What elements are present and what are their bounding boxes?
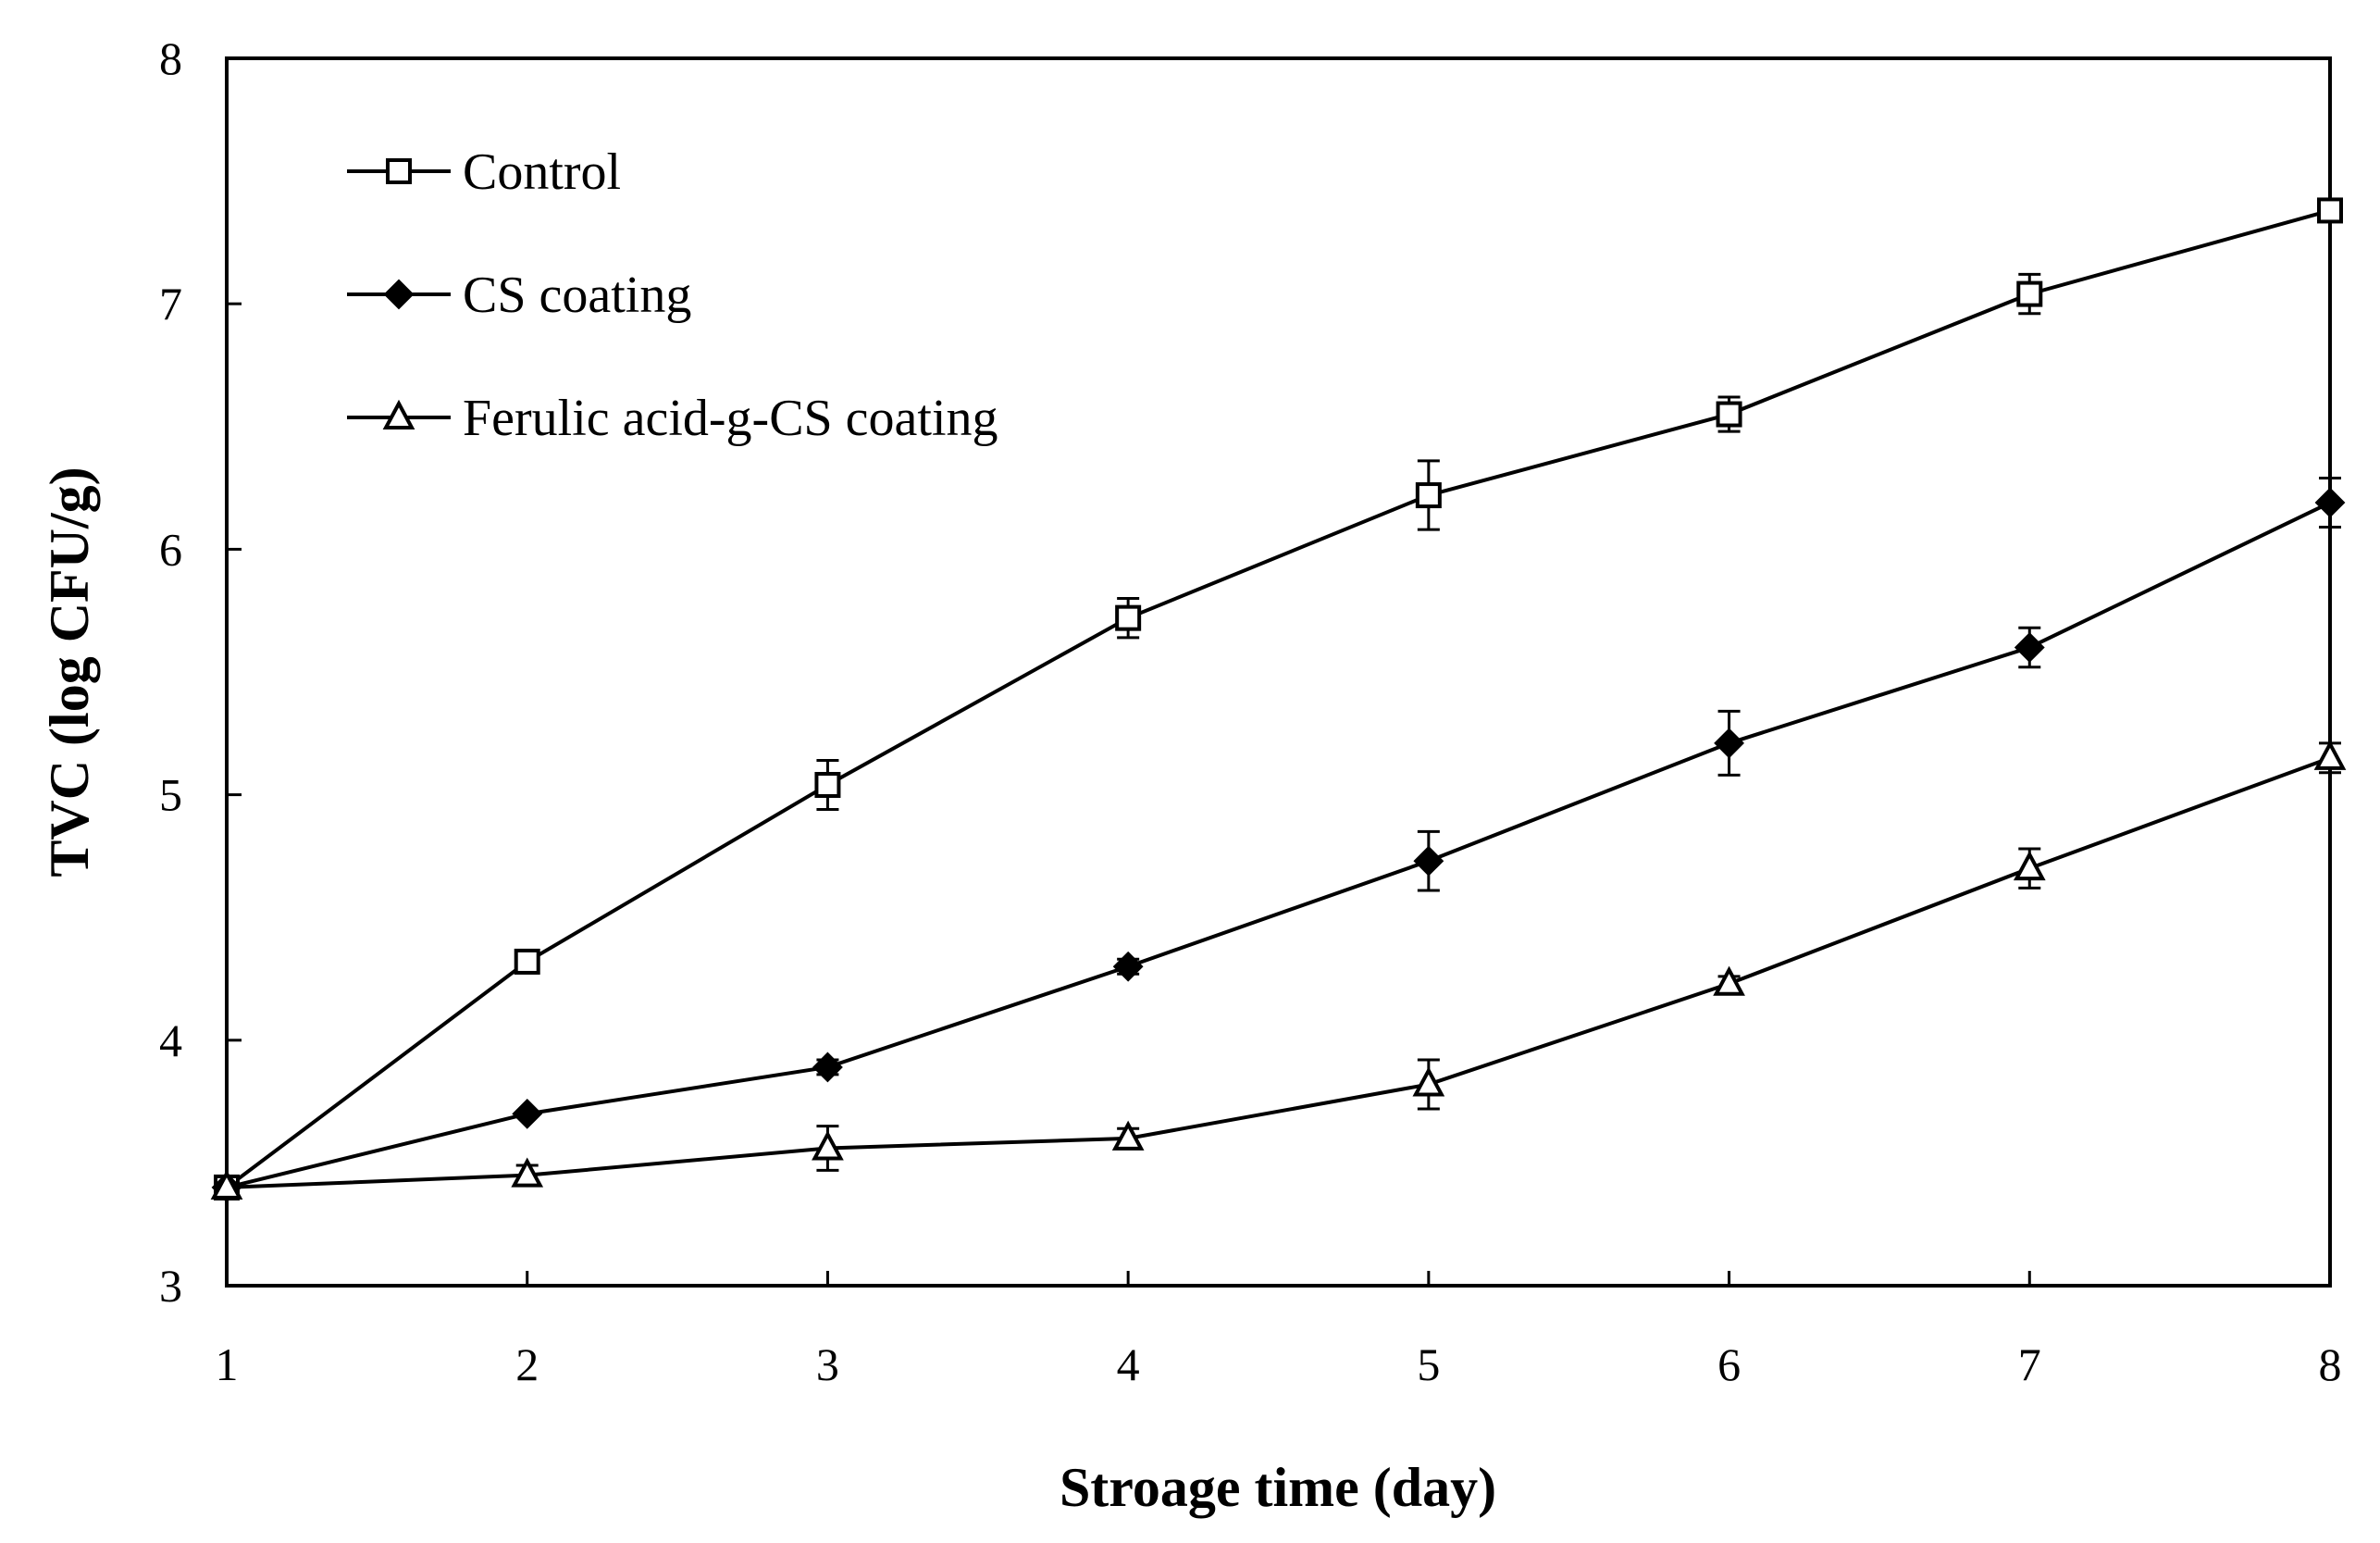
data-point [1111, 1120, 1145, 1151]
series-line [226, 501, 2331, 1189]
data-point [1412, 1066, 1445, 1097]
legend-marker [386, 158, 412, 184]
series-line [225, 208, 2331, 1189]
data-point [2013, 850, 2046, 881]
data-point [1115, 604, 1142, 631]
x-tick-label: 3 [816, 1338, 839, 1390]
legend-item: Ferulic acid-g-CS coating [347, 390, 998, 447]
series-cs-coating [211, 476, 2346, 1203]
data-point [2313, 740, 2347, 770]
data-point [1713, 965, 1745, 996]
legend: Control CS coating Ferulic acid-g-CS coati… [347, 143, 998, 447]
y-axis-title: TVC (log CFU/g) [39, 467, 100, 877]
x-tick-label: 1 [216, 1338, 239, 1390]
series-line [226, 755, 2331, 1189]
y-tick-label: 5 [159, 769, 182, 821]
data-point [812, 1051, 843, 1083]
x-axis-title: Stroage time (day) [1060, 1457, 1496, 1518]
y-axis-ticks: 3 4 5 6 7 8 [159, 32, 242, 1312]
x-tick-label: 6 [1717, 1338, 1741, 1390]
data-point [514, 948, 540, 975]
data-point [814, 771, 841, 798]
y-tick-label: 4 [159, 1014, 182, 1066]
y-tick-label: 8 [159, 32, 182, 84]
data-point [1415, 482, 1442, 509]
data-point [2014, 632, 2045, 663]
x-tick-label: 5 [1417, 1338, 1440, 1390]
series-layer [210, 197, 2347, 1203]
legend-item: Control [347, 143, 621, 201]
data-point [1112, 951, 1144, 982]
data-point [1716, 401, 1742, 428]
legend-item: CS coating [347, 267, 691, 324]
y-tick-label: 7 [159, 278, 182, 330]
legend-marker [382, 399, 415, 429]
y-tick-label: 6 [159, 523, 182, 575]
data-point [210, 1169, 243, 1200]
data-point [511, 1157, 544, 1188]
x-tick-label: 7 [2018, 1338, 2041, 1390]
legend-label: Control [463, 143, 621, 201]
series-control [214, 197, 2343, 1201]
data-point [2317, 197, 2343, 224]
series-ferulic-acid-g-cs-coating [210, 740, 2347, 1200]
x-axis-ticks: 1 2 3 4 5 6 7 8 [216, 1271, 2342, 1390]
legend-label: Ferulic acid-g-CS coating [463, 390, 998, 447]
legend-label: CS coating [463, 267, 691, 324]
x-tick-label: 4 [1117, 1338, 1140, 1390]
data-point [512, 1098, 543, 1129]
data-point [2016, 280, 2043, 307]
data-point [1413, 845, 1444, 877]
data-point [1714, 728, 1744, 759]
data-point [812, 1130, 844, 1161]
plot-frame [225, 56, 2332, 1288]
x-tick-label: 2 [515, 1338, 539, 1390]
legend-marker [383, 279, 415, 310]
x-tick-label: 8 [2319, 1338, 2342, 1390]
data-point [2314, 487, 2346, 518]
y-tick-label: 3 [159, 1260, 182, 1312]
